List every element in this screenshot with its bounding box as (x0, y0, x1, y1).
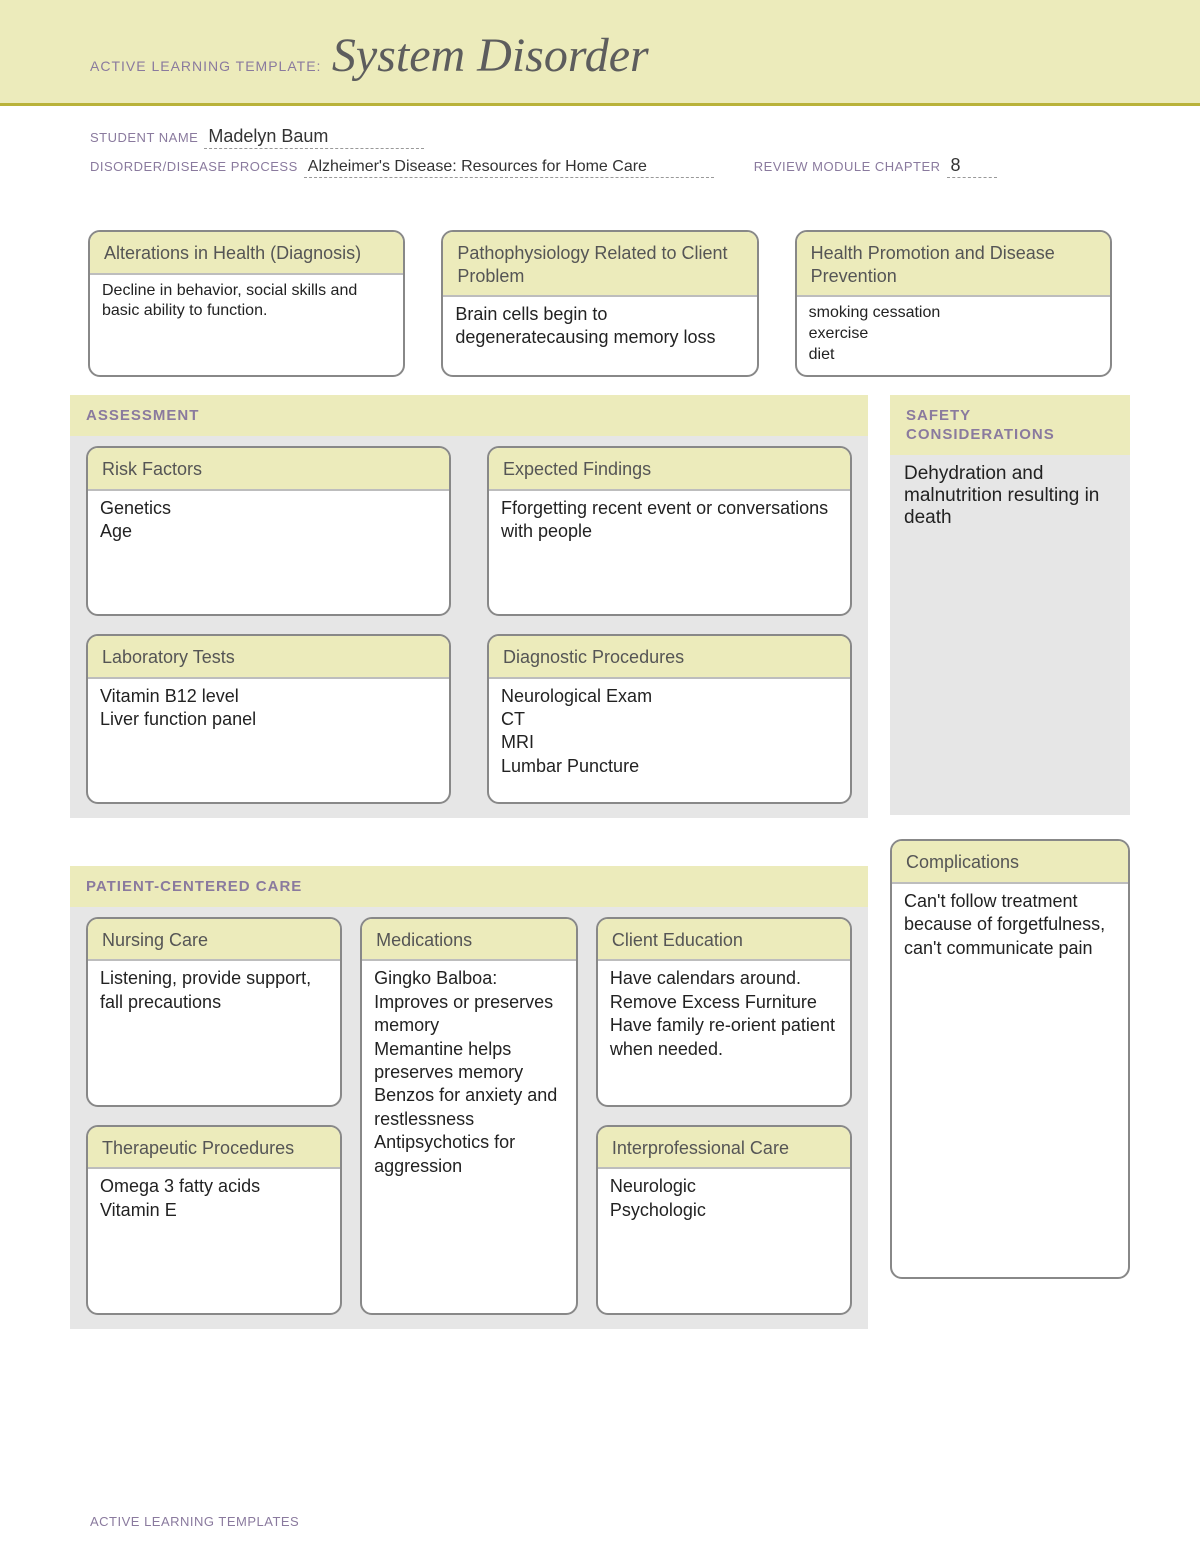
box-health-promotion: Health Promotion and Disease Prevention … (795, 230, 1112, 377)
box-nursing-care: Nursing Care Listening, provide support,… (86, 917, 342, 1107)
assessment-grid: Risk Factors Genetics Age Expected Findi… (70, 436, 868, 804)
box-title: Alterations in Health (Diagnosis) (90, 232, 403, 275)
box-title: Medications (362, 919, 576, 962)
assessment-section: ASSESSMENT Risk Factors Genetics Age Exp… (70, 395, 868, 818)
pcc-section: PATIENT-CENTERED CARE Nursing Care Liste… (70, 866, 868, 1329)
safety-section: SAFETY CONSIDERATIONS Dehydration and ma… (890, 395, 1130, 815)
box-body: Omega 3 fatty acids Vitamin E (88, 1169, 340, 1232)
middle-row: ASSESSMENT Risk Factors Genetics Age Exp… (70, 395, 1130, 1353)
header-band: ACTIVE LEARNING TEMPLATE: System Disorde… (0, 0, 1200, 106)
box-complications: Complications Can't follow treatment bec… (890, 839, 1130, 1279)
pcc-col-1: Nursing Care Listening, provide support,… (86, 917, 342, 1315)
box-pathophysiology: Pathophysiology Related to Client Proble… (441, 230, 758, 377)
box-title: Therapeutic Procedures (88, 1127, 340, 1170)
box-medications: Medications Gingko Balboa: Improves or p… (360, 917, 578, 1315)
box-body: smoking cessation exercise diet (797, 297, 1110, 375)
disorder-label: DISORDER/DISEASE PROCESS (90, 159, 298, 174)
box-laboratory-tests: Laboratory Tests Vitamin B12 level Liver… (86, 634, 451, 804)
page: ACTIVE LEARNING TEMPLATE: System Disorde… (0, 0, 1200, 1553)
pcc-grid: Nursing Care Listening, provide support,… (70, 907, 868, 1315)
box-title: Pathophysiology Related to Client Proble… (443, 232, 756, 297)
safety-label: SAFETY CONSIDERATIONS (890, 395, 1130, 455)
footer-text: ACTIVE LEARNING TEMPLATES (90, 1514, 299, 1529)
box-therapeutic-procedures: Therapeutic Procedures Omega 3 fatty aci… (86, 1125, 342, 1315)
student-name-label: STUDENT NAME (90, 130, 198, 145)
box-body: Listening, provide support, fall precaut… (88, 961, 340, 1024)
box-client-education: Client Education Have calendars around. … (596, 917, 852, 1107)
box-expected-findings: Expected Findings Fforgetting recent eve… (487, 446, 852, 616)
box-body: Genetics Age (88, 491, 449, 554)
box-title: Risk Factors (88, 448, 449, 491)
chapter-value: 8 (947, 155, 997, 178)
box-title: Laboratory Tests (88, 636, 449, 679)
pcc-col-2: Medications Gingko Balboa: Improves or p… (360, 917, 578, 1315)
student-name-value: Madelyn Baum (204, 126, 424, 149)
box-title: Expected Findings (489, 448, 850, 491)
box-body: Decline in behavior, social skills and b… (90, 275, 403, 333)
box-title: Complications (892, 841, 1128, 884)
box-title: Interprofessional Care (598, 1127, 850, 1170)
box-body: Can't follow treatment because of forget… (892, 884, 1128, 970)
meta-row-student: STUDENT NAME Madelyn Baum (90, 126, 1110, 149)
left-stack: ASSESSMENT Risk Factors Genetics Age Exp… (70, 395, 868, 1353)
box-diagnostic-procedures: Diagnostic Procedures Neurological Exam … (487, 634, 852, 804)
safety-body: Dehydration and malnutrition resulting i… (890, 455, 1130, 537)
header-title: System Disorder (332, 29, 649, 82)
box-title: Diagnostic Procedures (489, 636, 850, 679)
box-risk-factors: Risk Factors Genetics Age (86, 446, 451, 616)
box-title: Nursing Care (88, 919, 340, 962)
top-row: Alterations in Health (Diagnosis) Declin… (88, 230, 1112, 377)
box-body: Brain cells begin to degeneratecausing m… (443, 297, 756, 360)
box-body: Fforgetting recent event or conversation… (489, 491, 850, 554)
box-body: Gingko Balboa: Improves or preserves mem… (362, 961, 576, 1188)
chapter-label: REVIEW MODULE CHAPTER (754, 159, 941, 174)
disorder-value: Alzheimer's Disease: Resources for Home … (304, 158, 714, 178)
box-body: Have calendars around. Remove Excess Fur… (598, 961, 850, 1071)
content: Alterations in Health (Diagnosis) Declin… (0, 194, 1200, 1353)
pcc-label: PATIENT-CENTERED CARE (70, 866, 868, 907)
box-body: Neurologic Psychologic (598, 1169, 850, 1232)
header-label: ACTIVE LEARNING TEMPLATE: (90, 58, 321, 74)
box-title: Client Education (598, 919, 850, 962)
pcc-col-3: Client Education Have calendars around. … (596, 917, 852, 1315)
box-body: Neurological Exam CT MRI Lumbar Puncture (489, 679, 850, 789)
box-interprofessional-care: Interprofessional Care Neurologic Psycho… (596, 1125, 852, 1315)
right-column: SAFETY CONSIDERATIONS Dehydration and ma… (890, 395, 1130, 1279)
box-body: Vitamin B12 level Liver function panel (88, 679, 449, 742)
meta-row-disorder: DISORDER/DISEASE PROCESS Alzheimer's Dis… (90, 155, 1110, 178)
assessment-label: ASSESSMENT (70, 395, 868, 436)
box-alterations: Alterations in Health (Diagnosis) Declin… (88, 230, 405, 377)
box-title: Health Promotion and Disease Prevention (797, 232, 1110, 297)
meta-block: STUDENT NAME Madelyn Baum DISORDER/DISEA… (0, 106, 1200, 194)
